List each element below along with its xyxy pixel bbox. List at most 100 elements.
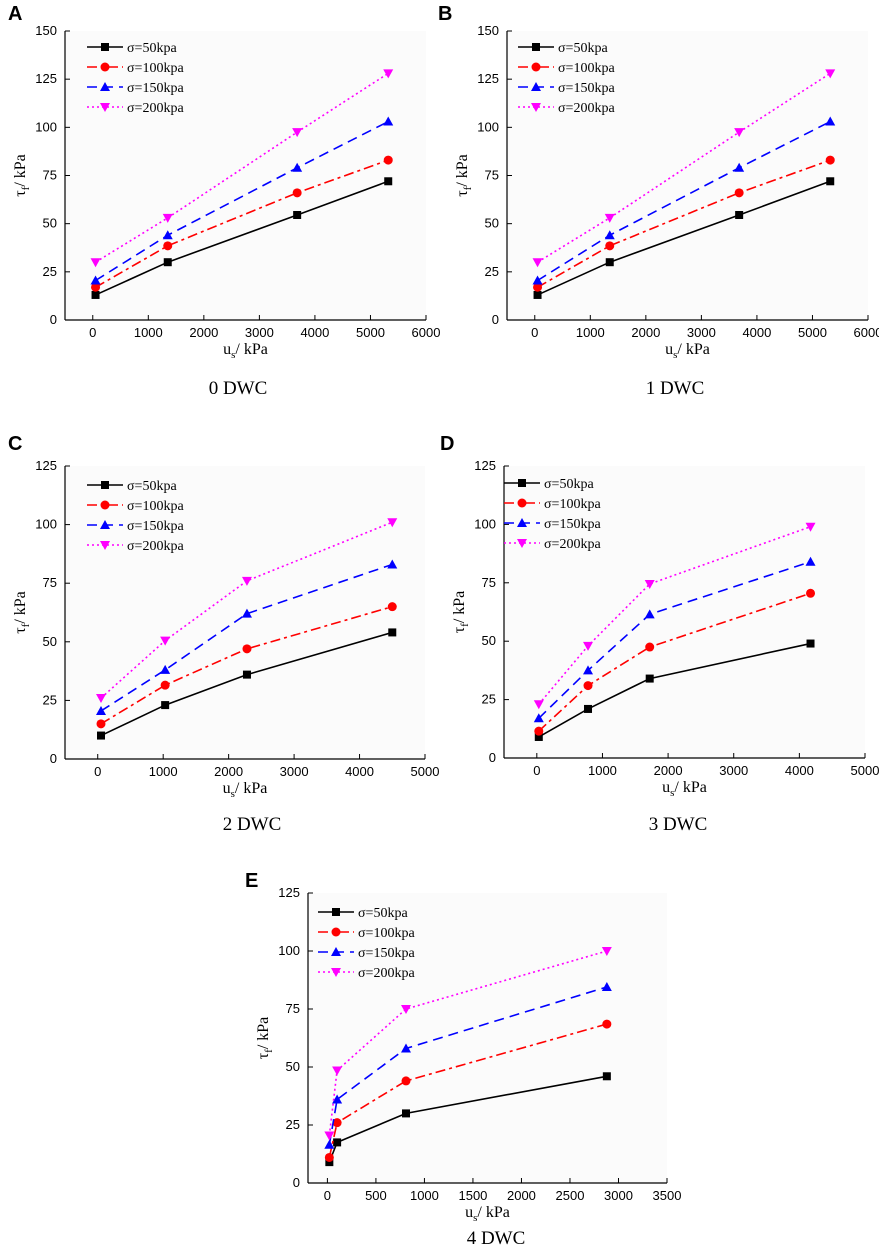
series-line bbox=[537, 180, 831, 296]
series-line bbox=[95, 180, 389, 296]
legend-marker bbox=[331, 968, 341, 977]
data-point bbox=[806, 639, 815, 648]
legend-marker bbox=[532, 43, 540, 51]
x-axis-label: us/ kPa bbox=[223, 341, 268, 361]
data-point bbox=[242, 644, 252, 654]
data-point bbox=[806, 588, 816, 598]
chart-panel-d: 0 25 50 75 100 125 0 1000 2000 3000 4000 5000 us/ kP… bbox=[440, 433, 879, 835]
series-3 bbox=[96, 559, 398, 715]
legend-label: σ=100kpa bbox=[558, 61, 615, 76]
x-tick-label: 1000 bbox=[149, 764, 178, 779]
data-point bbox=[805, 556, 816, 566]
x-tick-label: 3000 bbox=[719, 763, 748, 778]
data-point bbox=[387, 602, 397, 612]
y-axis-label: τf/ kPa bbox=[12, 591, 32, 634]
plot-area bbox=[65, 31, 426, 320]
panel-letter: B bbox=[438, 3, 452, 25]
legend-marker bbox=[517, 518, 527, 527]
y-tick-label: 25 bbox=[43, 264, 57, 279]
x-tick-label: 0 bbox=[94, 764, 101, 779]
data-point bbox=[805, 522, 816, 532]
series-line bbox=[328, 950, 608, 1136]
legend-label: σ=200kpa bbox=[558, 101, 615, 116]
series-2 bbox=[533, 155, 835, 292]
panel-caption: 1 DWC bbox=[646, 378, 705, 399]
data-point bbox=[644, 609, 655, 619]
data-point bbox=[163, 258, 172, 267]
y-tick-label: 50 bbox=[43, 216, 57, 231]
data-point bbox=[97, 731, 105, 740]
series-line bbox=[538, 561, 811, 719]
panel-caption: 2 DWC bbox=[223, 814, 282, 835]
x-tick-label: 4000 bbox=[785, 763, 814, 778]
data-point bbox=[90, 275, 101, 285]
x-tick-label: 2000 bbox=[631, 325, 660, 340]
plot-area bbox=[308, 893, 667, 1183]
series-1 bbox=[325, 1072, 611, 1167]
series-line bbox=[328, 1075, 607, 1163]
data-point bbox=[332, 1094, 343, 1104]
x-tick-label: 1000 bbox=[576, 325, 605, 340]
series-line bbox=[328, 986, 608, 1145]
series-1 bbox=[97, 628, 397, 740]
data-point bbox=[388, 628, 397, 637]
legend: σ=50kpa σ=100kpa σ=150kpa σ=200kpa bbox=[318, 906, 415, 981]
series-line bbox=[100, 521, 393, 699]
x-tick-label: 2000 bbox=[507, 1188, 536, 1203]
series-line bbox=[100, 563, 393, 712]
y-tick-label: 0 bbox=[492, 312, 499, 327]
legend-marker bbox=[517, 498, 527, 508]
series-4 bbox=[532, 69, 836, 268]
legend-marker bbox=[531, 62, 541, 72]
y-tick-label: 75 bbox=[43, 575, 57, 590]
data-point bbox=[400, 1043, 411, 1053]
series-3 bbox=[324, 981, 612, 1149]
data-point bbox=[645, 642, 655, 652]
panel-letter: D bbox=[440, 433, 454, 455]
y-tick-label: 50 bbox=[485, 216, 499, 231]
x-tick-label: 5000 bbox=[851, 763, 879, 778]
y-tick-label: 75 bbox=[43, 168, 57, 183]
y-tick-label: 0 bbox=[489, 750, 496, 765]
panel-letter: C bbox=[8, 433, 22, 455]
x-tick-label: 2000 bbox=[654, 763, 683, 778]
data-point bbox=[584, 704, 593, 713]
legend-label: σ=100kpa bbox=[127, 61, 184, 76]
legend-marker bbox=[331, 927, 341, 937]
y-axis-label: τf/ kPa bbox=[454, 154, 474, 197]
y-tick-label: 50 bbox=[43, 634, 57, 649]
panel-letter: E bbox=[245, 870, 258, 892]
legend-marker bbox=[100, 82, 110, 91]
data-point bbox=[241, 576, 252, 586]
data-point bbox=[602, 1019, 612, 1029]
chart-panel-e: 0 25 50 75 100 125 0 500 1000 1500 2000 2500 3000 350… bbox=[245, 870, 681, 1249]
series-3 bbox=[90, 116, 394, 285]
legend-label: σ=50kpa bbox=[127, 479, 177, 494]
series-4 bbox=[324, 947, 612, 1141]
legend-label: σ=200kpa bbox=[127, 539, 184, 554]
x-tick-label: 5000 bbox=[798, 325, 827, 340]
panel-caption: 0 DWC bbox=[209, 378, 268, 399]
series-4 bbox=[533, 522, 816, 710]
x-tick-label: 6000 bbox=[854, 325, 879, 340]
y-tick-label: 0 bbox=[50, 751, 57, 766]
data-point bbox=[160, 636, 171, 646]
data-point bbox=[605, 258, 614, 267]
legend-label: σ=50kpa bbox=[358, 906, 408, 921]
data-point bbox=[533, 290, 542, 299]
legend-label: σ=150kpa bbox=[544, 517, 601, 532]
data-point bbox=[644, 579, 655, 589]
x-tick-label: 2500 bbox=[556, 1188, 585, 1203]
data-point bbox=[532, 258, 543, 268]
data-point bbox=[387, 518, 398, 528]
y-axis-label: τf/ kPa bbox=[255, 1017, 275, 1060]
series-line bbox=[538, 592, 811, 732]
x-tick-label: 1500 bbox=[458, 1188, 487, 1203]
legend-label: σ=100kpa bbox=[127, 499, 184, 514]
legend-marker bbox=[100, 520, 110, 529]
data-point bbox=[91, 290, 100, 299]
legend-marker bbox=[101, 43, 109, 51]
x-tick-label: 3000 bbox=[280, 764, 309, 779]
legend-marker bbox=[100, 500, 110, 510]
legend-label: σ=150kpa bbox=[127, 519, 184, 534]
